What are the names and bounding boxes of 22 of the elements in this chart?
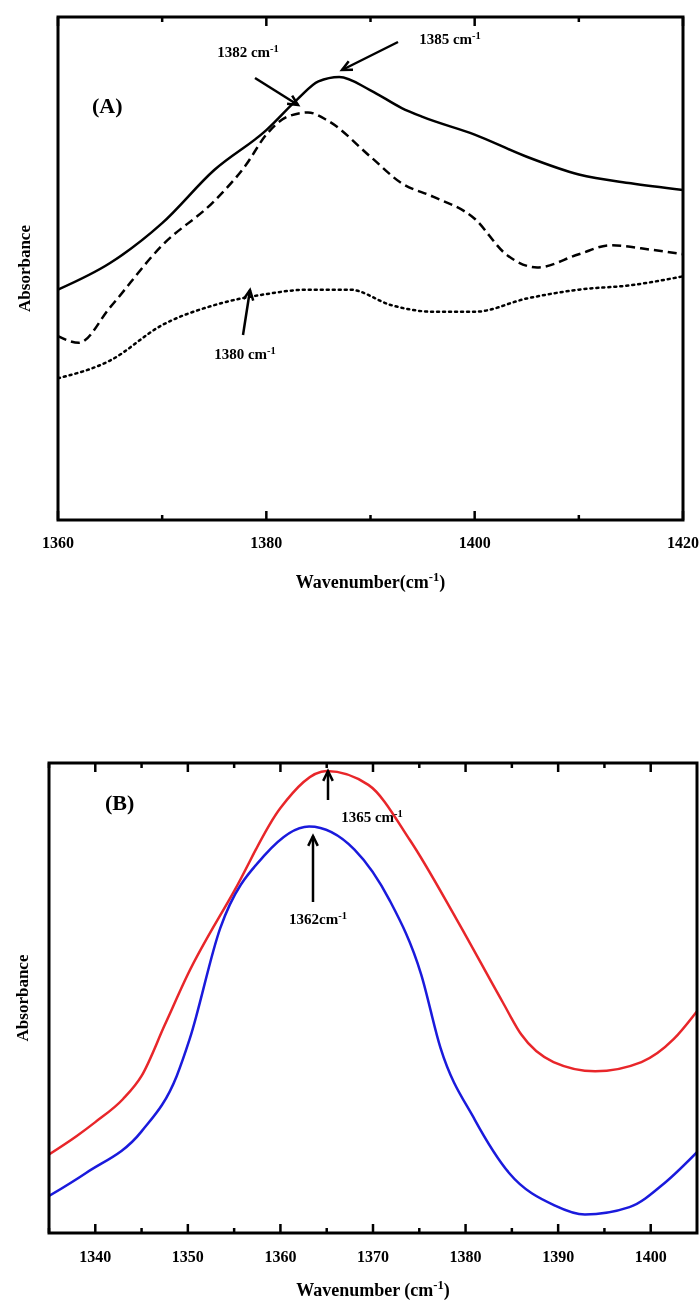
- x-tick-label: 1380: [449, 1248, 482, 1265]
- y-axis-title: Absorbance: [15, 224, 34, 312]
- x-tick-label: 1400: [458, 534, 491, 551]
- annotation: 1362cm$^{-1}$: [289, 909, 347, 927]
- x-tick-label: 1420: [667, 534, 699, 551]
- text: (A): [92, 93, 123, 118]
- x-tick-label: 1390: [542, 1248, 575, 1265]
- x-tick-label: 1380: [250, 534, 283, 551]
- annotation: 1365 cm$^{-1}$: [341, 807, 403, 825]
- text: (B): [105, 790, 135, 815]
- x-tick-label: 1350: [171, 1248, 204, 1265]
- x-tick-label: 1400: [634, 1248, 667, 1265]
- x-tick-label: 1340: [79, 1248, 112, 1265]
- annotation: 1380 cm$^{-1}$: [214, 344, 276, 362]
- x-tick-label: 1370: [357, 1248, 389, 1265]
- x-axis-title: Wavenumber (cm$^{-1}$): [296, 1278, 450, 1301]
- x-tick-label: 1360: [264, 1248, 297, 1265]
- x-tick-label: 1360: [42, 534, 74, 551]
- x-axis-title: Wavenumber(cm$^{-1}$): [295, 570, 446, 593]
- text: 1382 cm$^{-1}$: [217, 42, 279, 60]
- y-axis-title: Absorbance: [13, 954, 32, 1042]
- text: 1385 cm$^{-1}$: [419, 29, 481, 47]
